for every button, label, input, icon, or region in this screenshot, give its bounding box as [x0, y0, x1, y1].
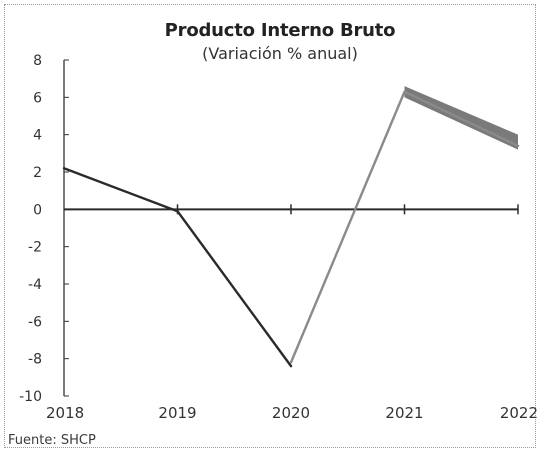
y-axis: 8 6 4 2 0 -2 -4 -6 -8 -10	[19, 53, 69, 405]
y-tick-label: -10	[19, 389, 42, 405]
chart-title: Producto Interno Bruto	[164, 20, 396, 41]
x-tick-label: 2021	[385, 404, 423, 422]
chart-frame	[4, 4, 536, 448]
series-lines	[62, 90, 520, 368]
y-tick-label: -8	[28, 352, 42, 368]
x-tick-label: 2018	[46, 404, 84, 422]
y-tick-label: -4	[28, 277, 42, 293]
y-tick-label: -2	[28, 240, 42, 256]
x-tick-label: 2019	[158, 404, 196, 422]
y-tick-label: 6	[33, 90, 42, 106]
y-tick-label: 4	[33, 128, 42, 144]
y-tick-label: 8	[33, 53, 42, 69]
chart-subtitle: (Variación % anual)	[202, 44, 358, 63]
y-tick-label: -6	[28, 314, 42, 330]
x-axis: 2018 2019 2020 2021 2022	[46, 204, 538, 422]
series-line-1	[62, 167, 293, 368]
y-tick-label: 2	[33, 165, 42, 181]
x-tick-label: 2022	[500, 404, 538, 422]
x-tick-label: 2020	[272, 404, 310, 422]
y-tick-label: 0	[33, 202, 42, 218]
chart-source: Fuente: SHCP	[8, 433, 96, 448]
